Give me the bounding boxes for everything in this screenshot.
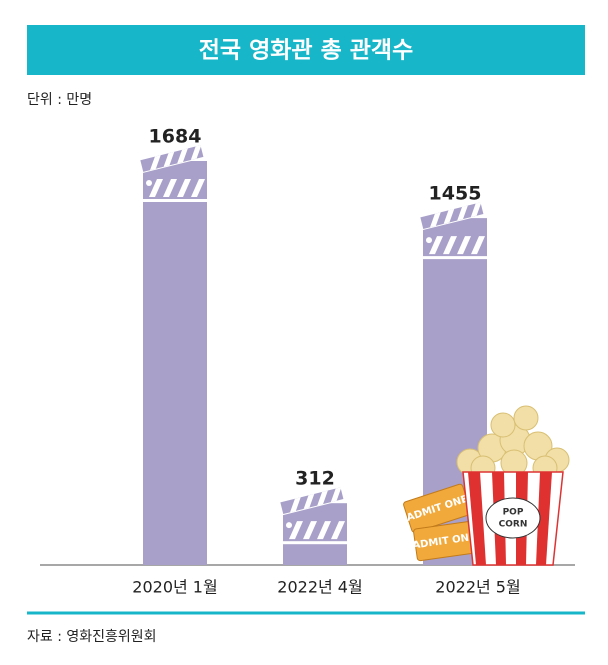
- clapper-gap: [283, 541, 347, 545]
- clapper: [419, 201, 487, 260]
- clapper-stripe: [331, 521, 345, 540]
- clapper-stripe: [430, 212, 441, 228]
- clapper-stripe: [330, 487, 342, 503]
- clapper-stripe: [303, 521, 317, 540]
- clapper-stripe: [149, 179, 163, 197]
- x-tick-label: 2022년 4월: [277, 578, 362, 597]
- clapper-stripe: [429, 236, 443, 255]
- popcorn-box: POP CORN: [462, 471, 564, 566]
- x-tick-label: 2020년 1월: [132, 578, 217, 597]
- x-tick-label: 2022년 5월: [435, 578, 520, 597]
- popcorn-illustration: ADMIT ONE ADMIT ONE POP CORN: [403, 405, 570, 566]
- clapper-stripe: [177, 179, 191, 197]
- clapper-stripe: [470, 202, 482, 218]
- clapper: [139, 143, 207, 202]
- clapper-stripe: [443, 236, 457, 255]
- clapper-stripe: [190, 144, 202, 160]
- value-label: 312: [295, 468, 335, 490]
- value-label: 1684: [149, 126, 202, 148]
- bar: [143, 161, 207, 565]
- clapper-hinge: [146, 180, 152, 186]
- clapper-stripe: [289, 521, 303, 540]
- clapper-gap: [423, 256, 487, 260]
- clapper-gap: [143, 199, 207, 202]
- clapper-stripe: [471, 236, 485, 255]
- title-banner: [27, 25, 585, 75]
- clapper-hinge: [286, 522, 292, 529]
- clapper-stripe: [457, 236, 471, 255]
- clapper-stripe: [177, 148, 188, 164]
- chart-title: 전국 영화관 총 관객수: [199, 38, 413, 64]
- clapper-stripe: [457, 205, 468, 221]
- clapper-hinge: [426, 237, 432, 244]
- clapper: [279, 486, 347, 545]
- clapper-stripe: [317, 521, 331, 540]
- popcorn-kernels: [456, 405, 570, 481]
- clapper-stripe: [163, 179, 177, 197]
- clapper-arm: [139, 143, 205, 174]
- source: 자료 : 영화진흥위원회: [27, 629, 157, 645]
- clapper-stripe: [290, 497, 301, 513]
- box-text: POP: [503, 508, 524, 518]
- clapper-stripe: [163, 151, 175, 167]
- value-label: 1455: [429, 183, 482, 205]
- clapper-stripe: [303, 493, 315, 509]
- box-text: CORN: [499, 520, 528, 530]
- clapper-stripe: [150, 155, 161, 171]
- ticket: ADMIT ONE: [412, 521, 477, 562]
- clapper-stripe: [317, 490, 328, 506]
- clapper-stripe: [443, 208, 455, 224]
- clapper-arm: [419, 201, 485, 231]
- clapper-stripe: [191, 179, 205, 197]
- unit-label: 단위 : 만명: [27, 92, 92, 108]
- clapper-arm: [279, 486, 345, 516]
